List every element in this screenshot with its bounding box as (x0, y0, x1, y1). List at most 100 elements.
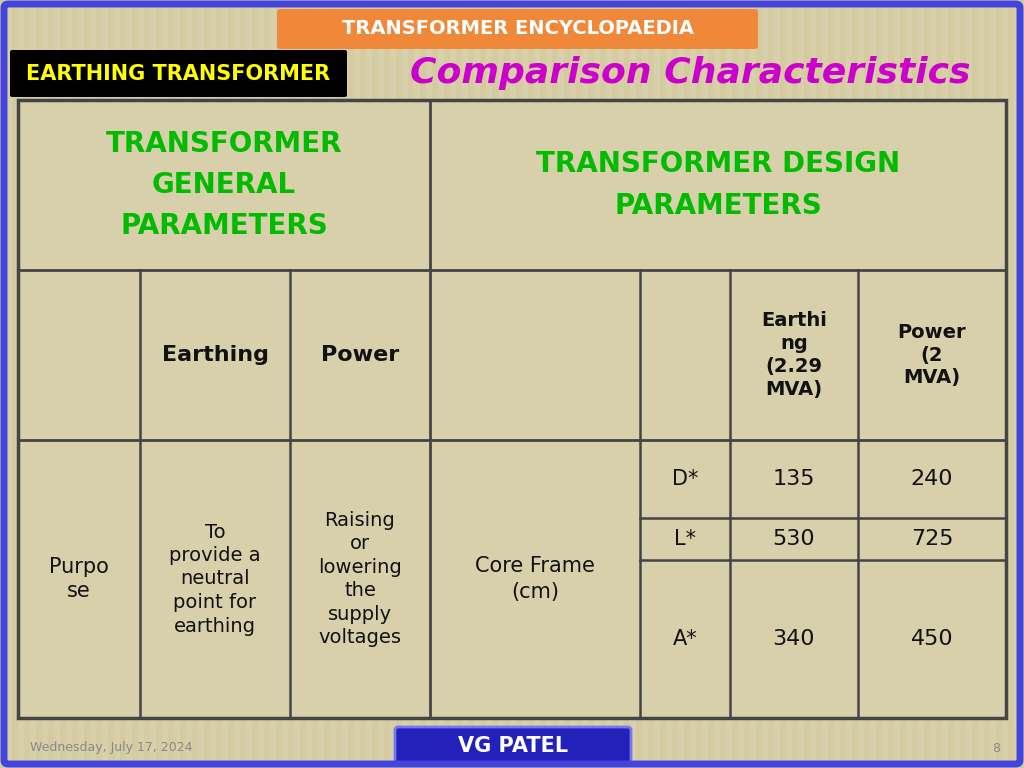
Text: D*: D* (672, 469, 698, 489)
Bar (288, 0, 294, 768)
Bar (900, 0, 906, 768)
Text: L*: L* (674, 529, 696, 549)
Bar (432, 0, 438, 768)
Bar (804, 0, 810, 768)
Bar (528, 0, 534, 768)
Text: To
provide a
neutral
point for
earthing: To provide a neutral point for earthing (169, 522, 261, 635)
Text: 530: 530 (773, 529, 815, 549)
Bar (924, 0, 930, 768)
Bar (648, 0, 654, 768)
Bar (300, 0, 306, 768)
Text: TRANSFORMER
GENERAL
PARAMETERS: TRANSFORMER GENERAL PARAMETERS (105, 130, 342, 240)
Bar (888, 0, 894, 768)
Bar (60, 0, 66, 768)
Bar (780, 0, 786, 768)
Bar (24, 0, 30, 768)
Text: VG PATEL: VG PATEL (458, 736, 568, 756)
Bar (732, 0, 738, 768)
Text: EARTHING TRANSFORMER: EARTHING TRANSFORMER (27, 64, 331, 84)
Bar (575, 0, 582, 768)
Text: 725: 725 (910, 529, 953, 549)
Bar (636, 0, 642, 768)
Bar (0, 0, 6, 768)
Bar (1020, 0, 1024, 768)
Bar (180, 0, 186, 768)
Bar (156, 0, 162, 768)
Text: 135: 135 (773, 469, 815, 489)
Bar (384, 0, 390, 768)
Text: TRANSFORMER DESIGN
PARAMETERS: TRANSFORMER DESIGN PARAMETERS (536, 151, 900, 220)
Bar (18, 100, 1006, 718)
Bar (961, 0, 966, 768)
Bar (840, 0, 846, 768)
Bar (756, 0, 762, 768)
Text: A*: A* (673, 629, 697, 649)
Bar (372, 0, 378, 768)
Text: Earthing: Earthing (162, 345, 268, 365)
Text: Wednesday, July 17, 2024: Wednesday, July 17, 2024 (30, 741, 193, 754)
Bar (228, 0, 234, 768)
Text: 8: 8 (992, 741, 1000, 754)
Bar (708, 0, 714, 768)
FancyBboxPatch shape (278, 9, 758, 49)
Bar (672, 0, 678, 768)
Bar (12, 0, 18, 768)
Bar (324, 0, 330, 768)
Bar (936, 0, 942, 768)
Bar (552, 0, 558, 768)
Bar (492, 0, 498, 768)
Bar (336, 0, 342, 768)
Bar (816, 0, 822, 768)
Bar (276, 0, 282, 768)
Bar (624, 0, 630, 768)
Bar (36, 0, 42, 768)
Bar (132, 0, 138, 768)
Bar (312, 0, 318, 768)
Bar (360, 0, 366, 768)
Text: Power: Power (321, 345, 399, 365)
Bar (468, 0, 474, 768)
Bar (540, 0, 546, 768)
Bar (600, 0, 606, 768)
FancyBboxPatch shape (10, 50, 347, 97)
Bar (660, 0, 666, 768)
Bar (996, 0, 1002, 768)
Bar (744, 0, 750, 768)
Bar (588, 0, 594, 768)
Bar (444, 0, 450, 768)
Bar (144, 0, 150, 768)
Bar (480, 0, 486, 768)
Bar (408, 0, 414, 768)
Bar (876, 0, 882, 768)
Bar (852, 0, 858, 768)
Bar (264, 0, 270, 768)
Bar (120, 0, 126, 768)
Bar (972, 0, 978, 768)
Bar (48, 0, 54, 768)
Bar (504, 0, 510, 768)
Bar (204, 0, 210, 768)
Text: Core Frame
(cm): Core Frame (cm) (475, 556, 595, 602)
Bar (168, 0, 174, 768)
Text: Raising
or
lowering
the
supply
voltages: Raising or lowering the supply voltages (318, 511, 401, 647)
Bar (252, 0, 258, 768)
Bar (720, 0, 726, 768)
Bar (108, 0, 114, 768)
Text: 450: 450 (910, 629, 953, 649)
FancyBboxPatch shape (395, 727, 631, 765)
Bar (240, 0, 246, 768)
Bar (984, 0, 990, 768)
Text: Earthi
ng
(2.29
MVA): Earthi ng (2.29 MVA) (761, 311, 827, 399)
Bar (96, 0, 102, 768)
Text: Purpo
se: Purpo se (49, 557, 109, 601)
Bar (1008, 0, 1014, 768)
Bar (216, 0, 222, 768)
Bar (84, 0, 90, 768)
Bar (193, 0, 198, 768)
Bar (684, 0, 690, 768)
Bar (420, 0, 426, 768)
Bar (72, 0, 78, 768)
Bar (792, 0, 798, 768)
Bar (828, 0, 834, 768)
Text: 240: 240 (910, 469, 953, 489)
